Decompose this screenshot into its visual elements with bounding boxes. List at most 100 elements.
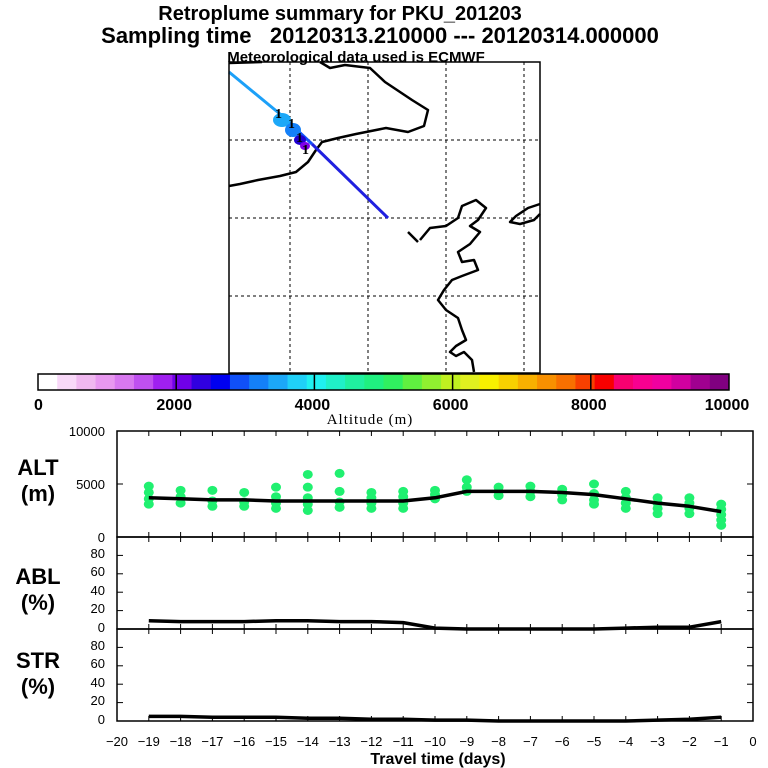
colorbar-swatch xyxy=(114,374,135,390)
alt-particle-point xyxy=(175,498,186,508)
colorbar-swatch xyxy=(402,374,423,390)
alt-particle-point xyxy=(461,482,472,492)
alt-ytick-label: 5000 xyxy=(76,477,105,492)
colorbar-swatch xyxy=(38,374,58,390)
colorbar-swatch xyxy=(613,374,634,390)
abl-ytick-label: 0 xyxy=(98,620,105,635)
alt-panel-label: ALT xyxy=(17,455,59,480)
x-tick-label: −10 xyxy=(424,734,446,749)
colorbar-swatch xyxy=(268,374,289,390)
map-dashed-grid xyxy=(229,62,540,373)
x-tick-label: −7 xyxy=(523,734,538,749)
x-axis-label: Travel time (days) xyxy=(370,751,505,768)
retroplume-trajectory: 1 1 1 1 xyxy=(228,70,390,220)
x-tick-label: −4 xyxy=(618,734,633,749)
alt-particle-point xyxy=(493,482,504,492)
x-tick-label: −2 xyxy=(682,734,697,749)
colorbar-swatch xyxy=(498,374,519,390)
map-frame xyxy=(228,61,541,374)
str-ytick-label: 80 xyxy=(91,638,105,653)
x-tick-label: −20 xyxy=(106,734,128,749)
alt-particle-point xyxy=(334,486,345,496)
str-panel-unit: (%) xyxy=(21,674,55,699)
colorbar-label: Altitude (m) xyxy=(327,412,414,428)
figure-title: Retroplume summary for PKU_201203 xyxy=(158,3,521,25)
colorbar-swatch xyxy=(594,374,615,390)
altitude-colorbar: 0 2000 4000 6000 8000 10000 xyxy=(34,373,749,414)
colorbar-swatch xyxy=(345,374,365,390)
colorbar-swatch xyxy=(76,374,97,390)
alt-series-line xyxy=(148,489,722,514)
alt-particle-point xyxy=(589,495,599,505)
plume-marker-glyph: 1 xyxy=(288,117,295,132)
colorbar-tick-label: 2000 xyxy=(156,397,192,414)
abl-ytick-label: 60 xyxy=(91,564,105,579)
colorbar-swatch xyxy=(249,374,269,390)
x-tick-label: −9 xyxy=(459,734,474,749)
colorbar-tick-label: 4000 xyxy=(295,397,331,414)
colorbar-swatch xyxy=(287,374,308,390)
x-tick-label: 0 xyxy=(749,734,756,749)
x-tick-label: −5 xyxy=(587,734,602,749)
colorbar-swatch xyxy=(153,374,173,390)
alt-particle-point xyxy=(525,481,536,491)
alt-particle-point xyxy=(334,468,345,478)
str-series-line xyxy=(148,714,722,723)
abl-ytick-label: 80 xyxy=(91,546,105,561)
alt-particle-point xyxy=(620,486,631,496)
colorbar-swatch xyxy=(57,374,77,390)
colorbar-swatch xyxy=(479,374,500,390)
colorbar-swatch xyxy=(325,374,346,390)
x-tick-label: −15 xyxy=(265,734,287,749)
str-ytick-label: 0 xyxy=(98,712,105,727)
alt-particle-point xyxy=(271,492,281,502)
x-tick-label: −1 xyxy=(714,734,729,749)
colorbar-tick-label: 8000 xyxy=(571,397,607,414)
alt-particle-point xyxy=(302,506,313,515)
x-axis-ticks: −20 −19 −18 −17 −16 −15 −14 −13 −12 −11 −10 −9 −8 −7−… xyxy=(106,734,757,749)
x-tick-label: −19 xyxy=(138,734,160,749)
plume-marker-glyph: 1 xyxy=(275,107,282,122)
alt-particle-point xyxy=(271,482,281,492)
colorbar-swatch xyxy=(133,374,154,390)
plume-marker-glyph: 1 xyxy=(302,143,309,158)
str-ytick-label: 20 xyxy=(91,693,105,708)
colorbar-swatch xyxy=(690,374,711,390)
abl-ytick-label: 40 xyxy=(91,583,105,598)
alt-particle-point xyxy=(143,481,154,491)
x-tick-label: −17 xyxy=(201,734,223,749)
trajectory-segment-high xyxy=(228,70,281,116)
colorbar-swatch xyxy=(95,374,116,390)
plume-cluster xyxy=(273,113,291,127)
alt-ytick-label: 0 xyxy=(98,530,105,545)
trajectory-map: 1 1 1 1 xyxy=(228,60,541,374)
colorbar-swatch xyxy=(229,374,250,390)
plume-marker-glyph: 1 xyxy=(296,131,303,146)
x-tick-label: −12 xyxy=(360,734,382,749)
x-tick-label: −16 xyxy=(233,734,255,749)
alt-particle-point xyxy=(302,482,313,492)
alt-particle-point xyxy=(589,479,599,489)
alt-particle-point xyxy=(652,493,663,503)
str-ytick-label: 40 xyxy=(91,675,105,690)
colorbar-frame xyxy=(37,373,730,391)
abl-ytick-label: 20 xyxy=(91,601,105,616)
colorbar-swatch xyxy=(172,374,193,390)
colorbar-swatch xyxy=(671,374,692,390)
x-tick-label: −18 xyxy=(170,734,192,749)
colorbar-swatch xyxy=(556,374,576,390)
alt-panel-unit: (m) xyxy=(21,481,55,506)
x-tick-label: −14 xyxy=(297,734,319,749)
colorbar-swatch xyxy=(306,374,327,390)
abl-series-line xyxy=(148,618,722,631)
x-tick-label: −11 xyxy=(393,734,414,749)
alt-particle-point xyxy=(398,486,409,496)
colorbar-swatch xyxy=(191,374,212,390)
alt-particle-point xyxy=(207,485,218,495)
alt-particle-point xyxy=(302,469,313,479)
colorbar-swatch xyxy=(364,374,384,390)
alt-particle-point xyxy=(175,485,186,495)
alt-particle-point xyxy=(366,487,377,497)
abl-panel-unit: (%) xyxy=(21,590,55,615)
